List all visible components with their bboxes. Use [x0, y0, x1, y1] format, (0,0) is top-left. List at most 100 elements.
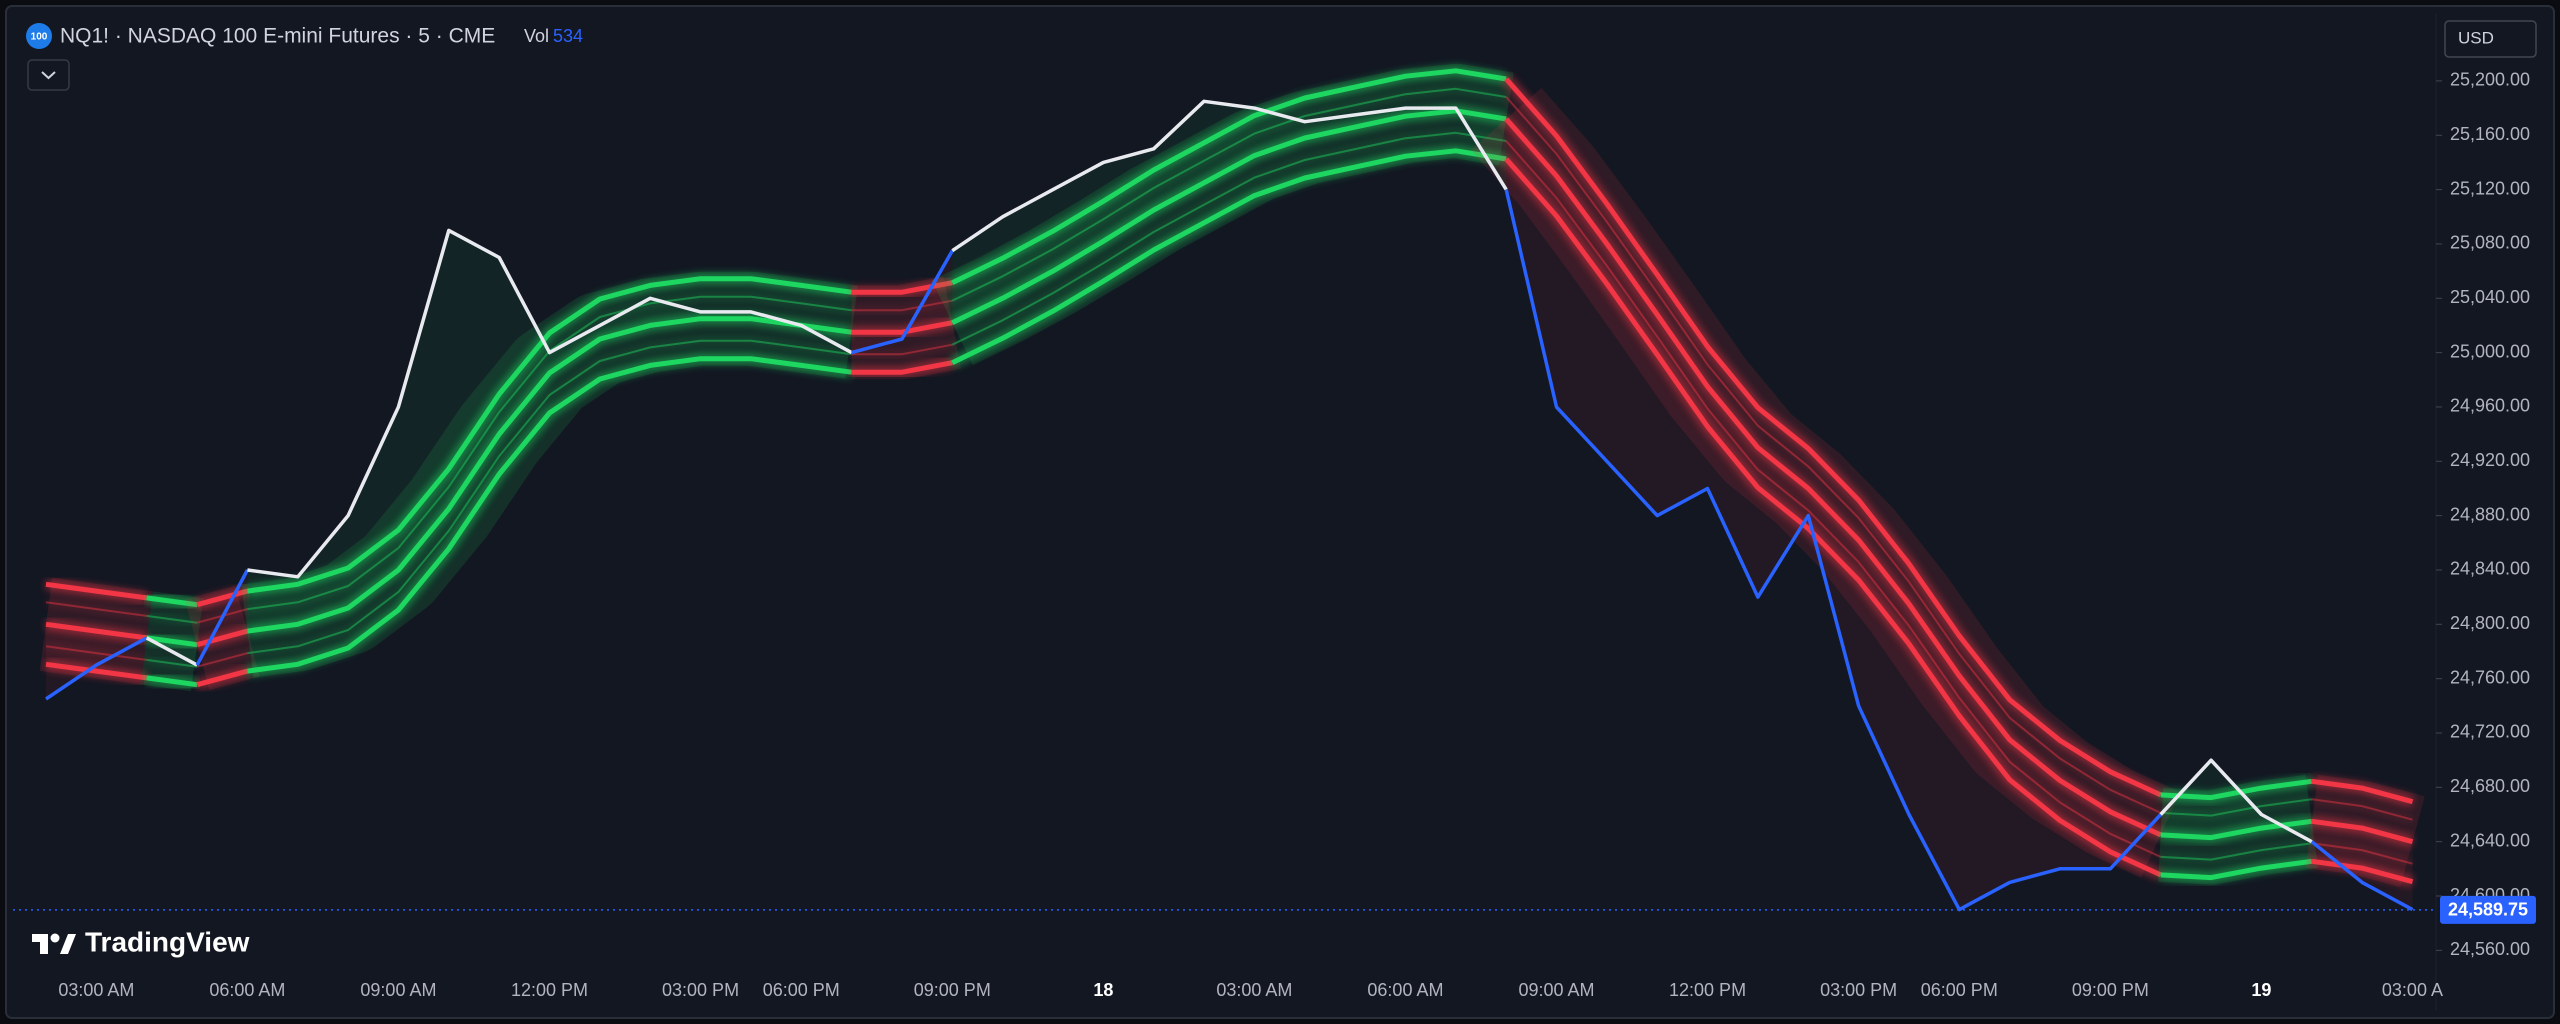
y-tick-label: 24,840.00: [2450, 559, 2530, 579]
ribbon-glow: [951, 86, 1507, 303]
y-tick-label: 25,160.00: [2450, 124, 2530, 144]
ribbon-glow: [45, 644, 147, 663]
ribbon-glow: [2160, 797, 2313, 818]
ribbon-line: [851, 280, 953, 295]
x-tick-label: 06:00 PM: [763, 980, 840, 1000]
chevron-icon: [41, 71, 56, 80]
ribbon-glow: [2311, 841, 2414, 866]
y-tick-label: 24,960.00: [2450, 396, 2530, 416]
x-tick-label: 09:00 PM: [2072, 980, 2149, 1000]
ribbon-glow: [851, 298, 953, 313]
ribbon-line: [247, 339, 852, 655]
x-tick-label: 03:00 A: [2382, 980, 2443, 1000]
ribbon-glow: [851, 342, 953, 357]
volume-value: 534: [553, 26, 583, 46]
x-tick-label: 09:00 PM: [914, 980, 991, 1000]
price-line: [1504, 189, 2162, 912]
ribbon-line: [2311, 818, 2414, 845]
ribbon-line: [1505, 96, 2162, 814]
x-tick-label: 03:00 PM: [662, 980, 739, 1000]
x-tick-label: 12:00 PM: [1669, 980, 1746, 1000]
x-tick-label: 19: [2251, 980, 2271, 1000]
ribbon-line: [45, 581, 148, 601]
x-tick-label: 06:00 PM: [1921, 980, 1998, 1000]
y-tick-label: 24,760.00: [2450, 667, 2530, 687]
ribbon-glow: [45, 600, 147, 619]
ribbon-line: [951, 148, 1507, 365]
ribbon-line: [146, 614, 198, 624]
ribbon-glow: [2160, 841, 2313, 862]
ribbon-glow: [146, 613, 198, 625]
ribbon-line: [45, 661, 148, 681]
price-line: [247, 228, 853, 579]
ribbon-line: [951, 68, 1507, 285]
price-line: [851, 249, 954, 355]
ribbon-glow: [2311, 797, 2414, 822]
volume-label: Vol: [524, 26, 549, 46]
y-tick-label: 24,720.00: [2450, 722, 2530, 742]
currency-button[interactable]: [2444, 20, 2537, 58]
ribbon-line: [247, 276, 852, 594]
y-tick-label: 24,560.00: [2450, 939, 2530, 959]
x-tick-label: 03:00 PM: [1820, 980, 1897, 1000]
symbol-icon-text: 100: [31, 32, 48, 43]
ribbon-line: [2160, 842, 2312, 861]
collapse-button[interactable]: [27, 59, 70, 91]
last-price-label: 24,589.75: [2448, 900, 2528, 920]
ribbon-line: [2311, 778, 2414, 805]
ribbon-line: [1505, 140, 2162, 858]
x-tick-label: 09:00 AM: [1518, 980, 1594, 1000]
ribbon-line: [146, 658, 198, 668]
y-tick-label: 24,920.00: [2450, 450, 2530, 470]
ribbon-line: [2160, 798, 2312, 817]
price-line: [145, 636, 198, 667]
ribbon-glow: [146, 657, 198, 669]
y-tick-label: 25,200.00: [2450, 70, 2530, 90]
ribbon-line: [951, 87, 1507, 302]
x-tick-label: 09:00 AM: [360, 980, 436, 1000]
x-tick-label: 06:00 AM: [1367, 980, 1443, 1000]
y-tick-label: 25,040.00: [2450, 287, 2530, 307]
ribbon-line: [2160, 858, 2313, 881]
ribbon-line: [2311, 858, 2414, 885]
ribbon-line: [247, 356, 852, 674]
y-tick-label: 25,000.00: [2450, 341, 2530, 361]
ribbon-glow: [1504, 139, 2162, 859]
symbol-icon: [26, 23, 52, 49]
tradingview-logo: [32, 933, 76, 954]
ribbon-line: [2311, 798, 2413, 821]
price-line: [2310, 840, 2414, 912]
y-tick-label: 24,880.00: [2450, 504, 2530, 524]
ribbon-line: [45, 621, 148, 641]
ribbon-line: [45, 601, 147, 617]
symbol-title[interactable]: NQ1! · NASDAQ 100 E-mini Futures · 5 · C…: [60, 25, 495, 48]
ribbon-line: [851, 299, 953, 312]
ribbon-line: [851, 320, 953, 335]
ribbon-line: [851, 343, 953, 356]
ribbon-line: [45, 645, 147, 661]
y-tick-label: 24,800.00: [2450, 613, 2530, 633]
x-tick-label: 06:00 AM: [209, 980, 285, 1000]
ribbon-glow: [247, 338, 852, 656]
y-tick-label: 24,680.00: [2450, 776, 2530, 796]
ribbon-line: [146, 635, 198, 648]
price-line: [45, 636, 148, 701]
ribbon-line: [1504, 77, 2162, 798]
y-tick-label: 25,120.00: [2450, 178, 2530, 198]
ribbon-glow: [1504, 95, 2162, 815]
plot-area: [13, 63, 2436, 912]
ribbon-line: [951, 131, 1507, 346]
ribbon-line: [247, 316, 852, 634]
ribbon-line: [146, 675, 198, 688]
ribbon-line: [146, 595, 198, 608]
x-tick-label: 03:00 AM: [1216, 980, 1292, 1000]
ribbon-line: [196, 652, 248, 668]
ribbon-line: [2311, 842, 2413, 865]
x-tick-label: 18: [1093, 980, 1113, 1000]
y-tick-label: 25,080.00: [2450, 233, 2530, 253]
ribbon-glow: [951, 130, 1507, 347]
y-tick-label: 24,640.00: [2450, 830, 2530, 850]
axes: 24,560.0024,600.0024,640.0024,680.0024,7…: [58, 70, 2536, 1000]
